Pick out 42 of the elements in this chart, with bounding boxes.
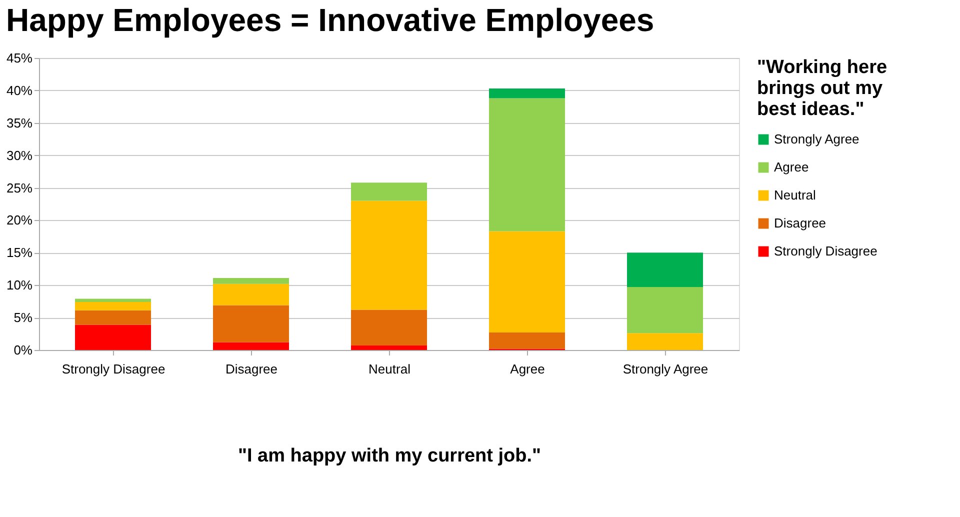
bar xyxy=(489,332,565,349)
bar xyxy=(627,252,703,288)
y-tick-label: 5% xyxy=(14,310,33,326)
x-tick-label: Neutral xyxy=(368,362,411,376)
y-tick-label: 20% xyxy=(6,212,33,228)
legend-label: Strongly Agree xyxy=(774,132,860,146)
bar xyxy=(75,302,151,310)
legend-label: Disagree xyxy=(774,216,826,230)
bar xyxy=(213,305,289,342)
x-tick-label: Agree xyxy=(510,362,545,376)
x-axis-title: "I am happy with my current job." xyxy=(238,446,542,466)
bar xyxy=(213,278,289,284)
bar xyxy=(213,284,289,306)
bar xyxy=(489,98,565,232)
y-tick-label: 30% xyxy=(6,148,33,163)
x-tick-label: Disagree xyxy=(225,362,278,376)
bar xyxy=(351,310,427,346)
bar xyxy=(213,342,289,350)
bar xyxy=(75,310,151,325)
bar xyxy=(627,287,703,334)
bar xyxy=(75,298,151,302)
y-tick-label: 15% xyxy=(6,245,33,260)
bar xyxy=(75,324,151,350)
x-tick-label: Strongly Agree xyxy=(622,362,708,376)
legend-label: Neutral xyxy=(774,188,816,202)
y-tick-label: 10% xyxy=(6,278,33,293)
y-tick-label: 35% xyxy=(6,115,33,130)
x-tick-label: Strongly Disagree xyxy=(62,362,166,376)
legend-label: Agree xyxy=(774,160,809,174)
y-tick-label: 0% xyxy=(14,342,33,358)
legend-title: "Working here brings out my best ideas." xyxy=(757,57,888,120)
bar xyxy=(351,182,427,201)
bar xyxy=(489,231,565,332)
legend-label: Strongly Disagree xyxy=(774,244,878,258)
bar xyxy=(627,333,703,350)
y-tick-label: 40% xyxy=(6,82,33,98)
bar xyxy=(489,88,565,98)
y-tick-label: 45% xyxy=(6,50,33,66)
bar xyxy=(351,200,427,310)
y-tick-label: 25% xyxy=(6,180,33,196)
chart-title: Happy Employees = Innovative Employees xyxy=(6,2,654,38)
bar xyxy=(351,345,427,350)
